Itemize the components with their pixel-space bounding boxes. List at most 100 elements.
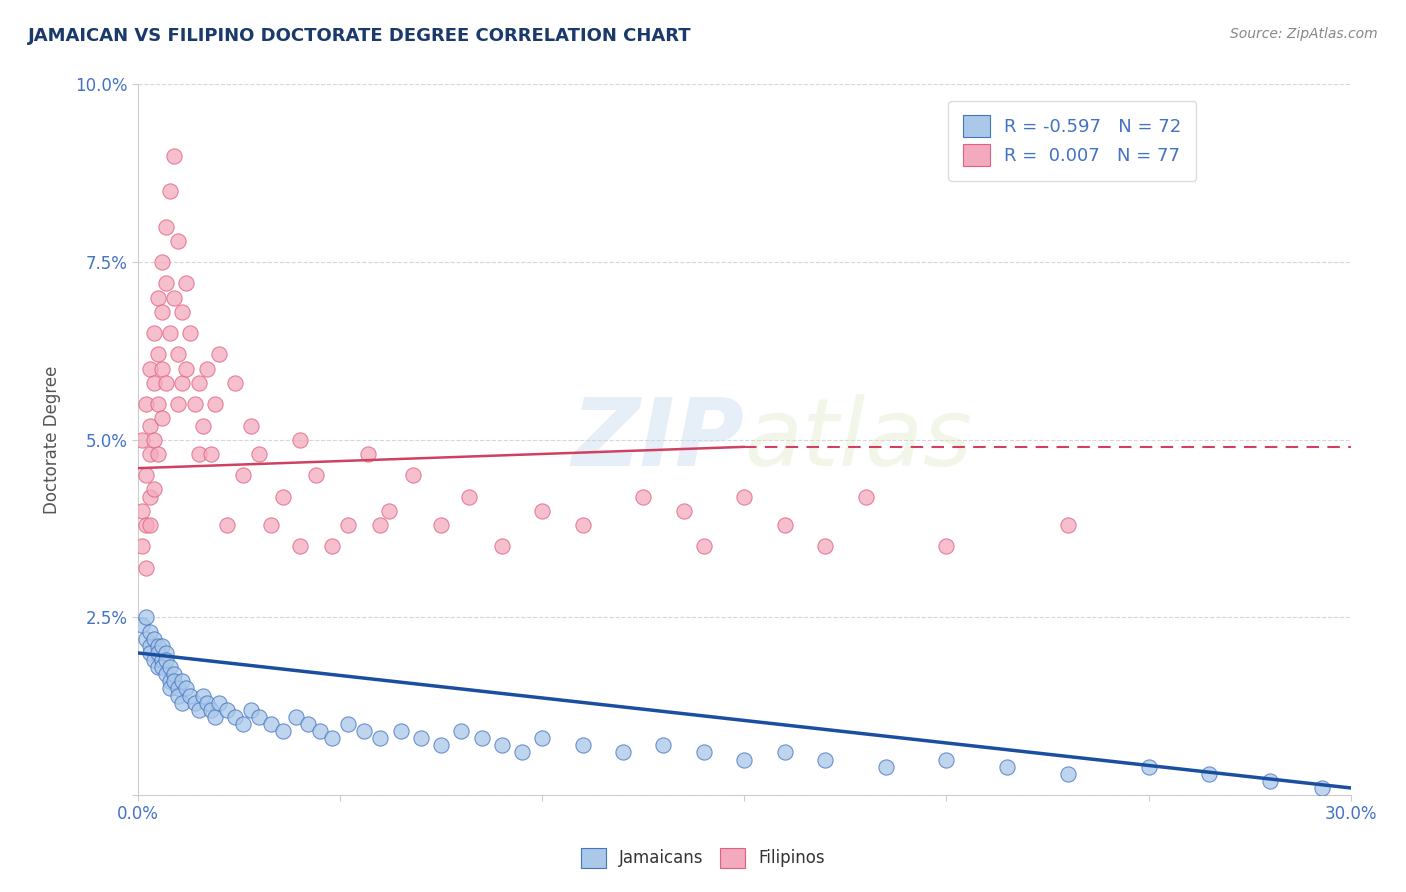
Point xyxy=(470,731,492,746)
Point xyxy=(458,490,481,504)
Point xyxy=(139,447,162,461)
Point xyxy=(200,703,222,717)
Point xyxy=(183,397,205,411)
Point xyxy=(139,624,162,639)
Point xyxy=(139,361,162,376)
Point xyxy=(402,468,425,483)
Point xyxy=(163,674,186,689)
Point xyxy=(273,724,295,739)
Legend: R = -0.597   N = 72, R =  0.007   N = 77: R = -0.597 N = 72, R = 0.007 N = 77 xyxy=(949,101,1197,181)
Point xyxy=(135,560,157,574)
Point xyxy=(321,539,343,553)
Point xyxy=(163,148,186,162)
Point xyxy=(150,411,173,425)
Point xyxy=(146,639,169,653)
Point xyxy=(491,739,513,753)
Point xyxy=(146,291,169,305)
Point xyxy=(875,759,897,773)
Point xyxy=(146,347,169,361)
Point xyxy=(143,653,166,667)
Point xyxy=(1056,766,1078,780)
Point xyxy=(176,277,198,291)
Point xyxy=(187,703,209,717)
Point xyxy=(139,646,162,660)
Point xyxy=(172,305,194,319)
Point xyxy=(176,681,198,696)
Point xyxy=(232,468,254,483)
Point xyxy=(150,660,173,674)
Point xyxy=(135,397,157,411)
Point xyxy=(150,653,173,667)
Point xyxy=(131,539,153,553)
Point xyxy=(995,759,1018,773)
Point xyxy=(288,433,311,447)
Point xyxy=(531,504,554,518)
Text: JAMAICAN VS FILIPINO DOCTORATE DEGREE CORRELATION CHART: JAMAICAN VS FILIPINO DOCTORATE DEGREE CO… xyxy=(28,27,692,45)
Point xyxy=(159,184,181,198)
Point xyxy=(288,539,311,553)
Point xyxy=(652,739,675,753)
Point xyxy=(155,219,177,234)
Point xyxy=(167,234,190,248)
Point xyxy=(172,696,194,710)
Point xyxy=(1312,780,1334,795)
Point xyxy=(232,717,254,731)
Point xyxy=(284,710,307,724)
Point xyxy=(155,277,177,291)
Point xyxy=(247,447,270,461)
Point xyxy=(531,731,554,746)
Point xyxy=(814,752,837,766)
Point xyxy=(200,447,222,461)
Point xyxy=(935,752,957,766)
Point xyxy=(131,433,153,447)
Point xyxy=(1056,518,1078,533)
Point xyxy=(159,326,181,340)
Point xyxy=(146,660,169,674)
Point xyxy=(208,696,231,710)
Point xyxy=(1258,773,1281,788)
Point xyxy=(208,347,231,361)
Point xyxy=(389,724,412,739)
Point xyxy=(510,746,533,760)
Point xyxy=(139,418,162,433)
Point xyxy=(150,255,173,269)
Point xyxy=(240,703,263,717)
Point xyxy=(631,490,654,504)
Point xyxy=(155,667,177,681)
Point xyxy=(187,447,209,461)
Point xyxy=(204,397,226,411)
Point xyxy=(143,433,166,447)
Point xyxy=(139,490,162,504)
Point xyxy=(167,681,190,696)
Point xyxy=(150,305,173,319)
Point xyxy=(409,731,432,746)
Point xyxy=(146,646,169,660)
Point xyxy=(357,447,380,461)
Point xyxy=(935,539,957,553)
Point xyxy=(693,746,716,760)
Text: atlas: atlas xyxy=(744,394,973,485)
Point xyxy=(337,518,360,533)
Point xyxy=(183,696,205,710)
Point xyxy=(571,739,593,753)
Point xyxy=(450,724,472,739)
Point xyxy=(155,646,177,660)
Point xyxy=(430,739,453,753)
Point xyxy=(176,361,198,376)
Point xyxy=(155,376,177,390)
Point xyxy=(224,376,246,390)
Point xyxy=(135,610,157,624)
Point xyxy=(187,376,209,390)
Point xyxy=(693,539,716,553)
Point xyxy=(131,617,153,632)
Point xyxy=(143,483,166,497)
Point xyxy=(353,724,375,739)
Point xyxy=(150,639,173,653)
Point xyxy=(179,326,201,340)
Point xyxy=(146,397,169,411)
Y-axis label: Doctorate Degree: Doctorate Degree xyxy=(44,366,60,514)
Point xyxy=(143,632,166,646)
Point xyxy=(240,418,263,433)
Point xyxy=(167,689,190,703)
Point xyxy=(612,746,634,760)
